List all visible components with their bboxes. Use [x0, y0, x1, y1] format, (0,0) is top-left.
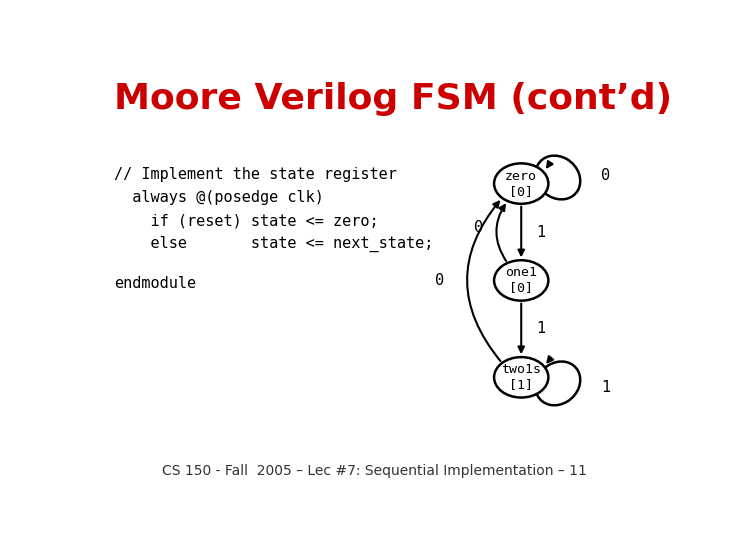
Text: 1: 1 [601, 380, 610, 395]
Text: CS 150 - Fall  2005 – Lec #7: Sequential Implementation – 11: CS 150 - Fall 2005 – Lec #7: Sequential … [161, 464, 587, 479]
Text: // Implement the state register: // Implement the state register [114, 167, 397, 182]
Text: else       state <= next_state;: else state <= next_state; [114, 236, 434, 252]
Text: two1s
[1]: two1s [1] [502, 363, 541, 391]
FancyArrowPatch shape [518, 304, 524, 352]
Text: endmodule: endmodule [114, 276, 196, 291]
Text: 1: 1 [537, 224, 545, 240]
FancyArrowPatch shape [518, 207, 524, 255]
Text: 1: 1 [537, 322, 545, 336]
Text: Moore Verilog FSM (cont’d): Moore Verilog FSM (cont’d) [114, 83, 672, 117]
Circle shape [494, 260, 548, 301]
Text: 0: 0 [434, 273, 444, 288]
Text: 0: 0 [474, 220, 483, 235]
Text: one1
[0]: one1 [0] [505, 266, 537, 294]
Text: always @(posedge clk): always @(posedge clk) [114, 190, 324, 205]
Text: zero
[0]: zero [0] [505, 170, 537, 197]
Circle shape [494, 164, 548, 204]
Circle shape [494, 357, 548, 398]
Text: if (reset) state <= zero;: if (reset) state <= zero; [114, 213, 378, 228]
FancyArrowPatch shape [496, 205, 506, 261]
Text: 0: 0 [601, 168, 610, 183]
FancyArrowPatch shape [467, 202, 501, 361]
